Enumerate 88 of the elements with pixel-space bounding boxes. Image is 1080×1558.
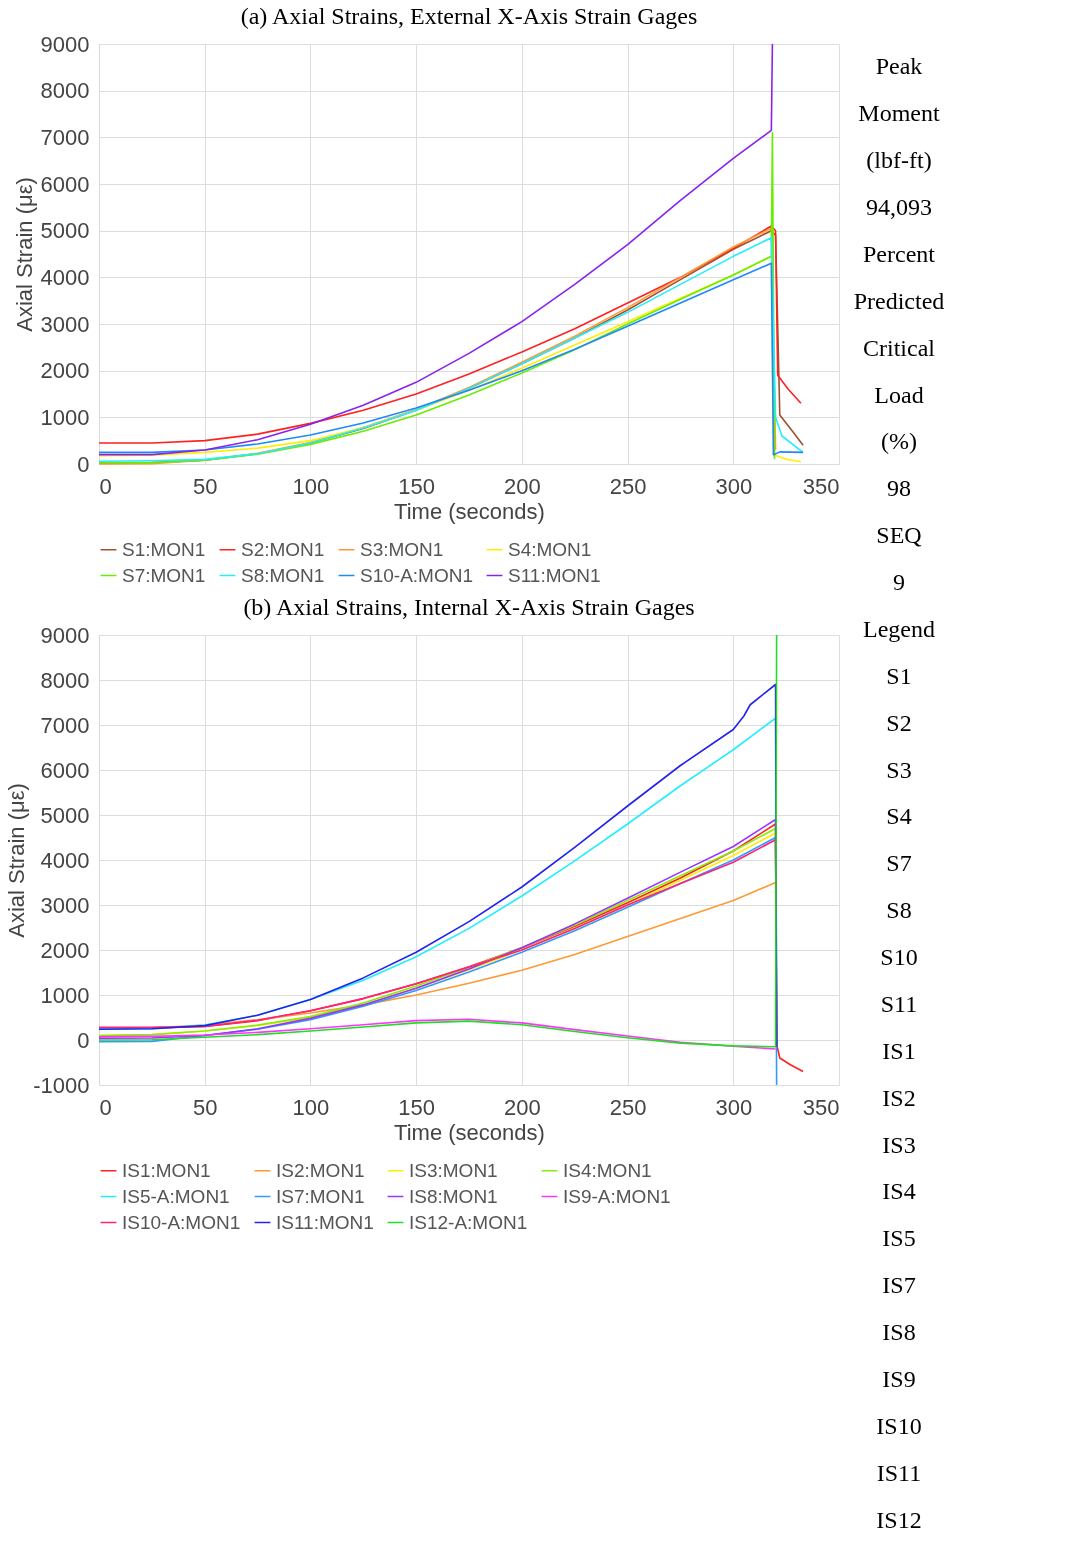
- y-tick-label: 9000: [40, 31, 90, 57]
- legend-label: IS3:MON1: [409, 1159, 498, 1181]
- text: Legend: [863, 615, 935, 642]
- text: IS4: [882, 1178, 916, 1205]
- y-tick-label: 7000: [40, 124, 90, 150]
- x-tick-label: 100: [292, 1094, 330, 1120]
- text: 9: [893, 569, 905, 596]
- text: IS12: [876, 1506, 922, 1533]
- legend-label: IS1:MON1: [122, 1159, 211, 1181]
- x-tick-label: 100: [292, 473, 330, 499]
- legend-label: IS7:MON1: [276, 1185, 365, 1207]
- text: IS11: [876, 1459, 922, 1486]
- legend-label: S10-A:MON1: [360, 564, 473, 586]
- text: 94,093: [866, 194, 932, 221]
- x-tick-label: 250: [609, 1094, 647, 1120]
- y-tick-label: 9000: [40, 622, 90, 648]
- legend-label: S8:MON1: [241, 564, 325, 586]
- text: S7: [886, 850, 912, 877]
- legend-label: S1:MON1: [122, 538, 206, 560]
- x-tick-label: 50: [192, 1094, 218, 1120]
- x-tick-label: 300: [715, 1094, 753, 1120]
- x-tick-label: 150: [398, 1094, 435, 1120]
- legend-label: S11:MON1: [508, 564, 601, 586]
- legend-label: S7:MON1: [122, 564, 206, 586]
- x-tick-label: 200: [504, 1094, 541, 1120]
- y-tick-label: 7000: [40, 712, 90, 738]
- x-tick-label: 150: [398, 473, 435, 499]
- legend-label: IS12-A:MON1: [409, 1211, 528, 1233]
- text: 98: [887, 475, 911, 502]
- y-tick-label: 4000: [40, 847, 90, 873]
- y-tick-label: 1000: [40, 982, 90, 1008]
- text: S3: [886, 756, 912, 783]
- legend-label: IS8:MON1: [409, 1185, 498, 1207]
- x-axis-title: Time (seconds): [394, 1119, 545, 1145]
- x-tick-label: 350: [802, 473, 840, 499]
- legend-label: IS10-A:MON1: [122, 1211, 241, 1233]
- x-tick-label: 50: [192, 473, 218, 499]
- text: S1: [886, 662, 912, 689]
- y-axis-title: Axial Strain (με): [4, 783, 30, 938]
- y-tick-label: -1000: [33, 1072, 90, 1098]
- legend-label: IS4:MON1: [563, 1159, 652, 1181]
- text: IS5: [882, 1225, 916, 1252]
- legend-label: IS11:MON1: [276, 1211, 374, 1233]
- x-tick-label: 350: [802, 1094, 840, 1120]
- text: IS9: [882, 1365, 916, 1392]
- y-tick-label: 8000: [40, 78, 90, 104]
- y-tick-label: 6000: [40, 757, 90, 783]
- x-tick-label: 250: [609, 473, 647, 499]
- y-tick-label: 0: [77, 1027, 90, 1053]
- y-tick-label: 1000: [40, 404, 90, 430]
- x-tick-label: 300: [715, 473, 753, 499]
- chart-title: (a) Axial Strains, External X-Axis Strain Gages: [240, 3, 698, 29]
- y-tick-label: 0: [77, 451, 90, 477]
- y-tick-label: 5000: [40, 802, 90, 828]
- legend-label: S2:MON1: [241, 538, 325, 560]
- legend-label: IS9-A:MON1: [563, 1185, 671, 1207]
- x-tick-label: 200: [504, 473, 541, 499]
- chart-title: (b) Axial Strains, Internal X-Axis Strain Gages: [243, 594, 695, 620]
- text: IS3: [882, 1131, 916, 1158]
- y-tick-label: 4000: [40, 264, 90, 290]
- text: IS7: [882, 1272, 916, 1299]
- y-tick-label: 5000: [40, 218, 90, 244]
- legend-label: IS5-A:MON1: [122, 1185, 230, 1207]
- y-tick-label: 8000: [40, 667, 90, 693]
- text: S2: [886, 709, 912, 736]
- legend-label: S4:MON1: [508, 538, 592, 560]
- x-tick-label: 0: [99, 1094, 112, 1120]
- y-tick-label: 6000: [40, 171, 90, 197]
- text: S8: [886, 897, 912, 924]
- text: Peak Moment (lbf-ft): [858, 53, 940, 174]
- y-tick-label: 2000: [40, 937, 90, 963]
- x-axis-title: Time (seconds): [394, 498, 545, 524]
- legend-label: IS2:MON1: [276, 1159, 365, 1181]
- legend-label: S3:MON1: [360, 538, 444, 560]
- text: IS10: [876, 1412, 922, 1439]
- y-axis-title: Axial Strain (με): [11, 177, 37, 332]
- text: S11: [880, 990, 918, 1017]
- text: IS8: [882, 1319, 916, 1346]
- text: S10: [880, 944, 918, 971]
- text: S4: [886, 803, 912, 830]
- text: Percent Predicted Critical Load (%): [853, 240, 945, 455]
- text: IS1: [882, 1037, 916, 1064]
- text: IS2: [882, 1084, 916, 1111]
- y-tick-label: 3000: [40, 892, 90, 918]
- y-tick-label: 3000: [40, 311, 90, 337]
- x-tick-label: 0: [99, 473, 112, 499]
- text: SEQ: [876, 522, 922, 549]
- y-tick-label: 2000: [40, 358, 90, 384]
